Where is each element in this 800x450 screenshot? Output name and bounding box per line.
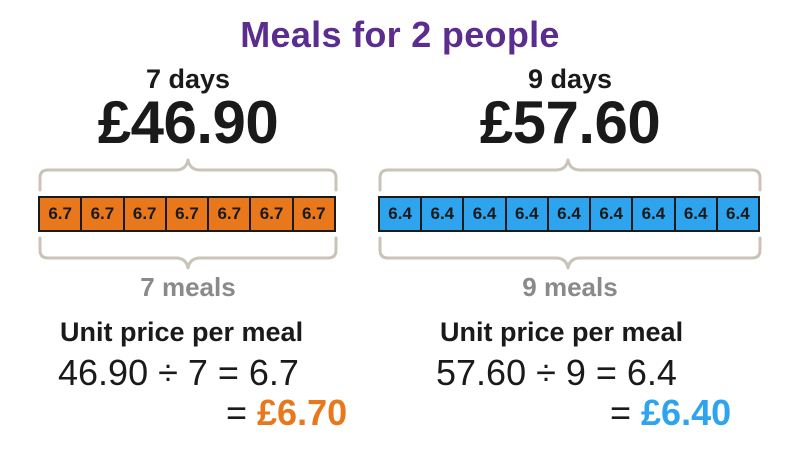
- left-top-brace: [38, 158, 338, 192]
- right-meal-cell: 6.4: [726, 204, 750, 223]
- right-meal-cell: 6.4: [464, 198, 507, 230]
- right-meal-cell: 6.4: [422, 198, 465, 230]
- right-top-brace: [378, 158, 762, 192]
- left-calculation: 46.90 ÷ 7 = 6.7: [58, 352, 299, 393]
- right-price: £57.60: [479, 89, 661, 156]
- left-result: = £6.70: [226, 392, 347, 434]
- left-meal-cell: 6.7: [167, 198, 210, 230]
- right-meals-label: 9 meals: [522, 272, 618, 302]
- left-meal-cell: 6.7: [302, 204, 326, 223]
- left-meal-cell: 6.7: [40, 198, 83, 230]
- right-meal-cell: 6.4: [507, 198, 549, 230]
- left-result-amount: £6.70: [257, 392, 348, 433]
- left-days-label: 7 days: [145, 64, 231, 94]
- right-calculation: 57.60 ÷ 9 = 6.4: [436, 352, 677, 393]
- right-meal-cell: 6.4: [676, 198, 718, 230]
- left-price: £46.90: [97, 89, 279, 156]
- right-meal-cell: 6.4: [380, 198, 423, 230]
- right-meal-cell: 6.4: [633, 198, 676, 230]
- right-meal-cell: 6.4: [549, 198, 592, 230]
- right-result-amount: £6.40: [641, 392, 732, 433]
- left-meal-cell: 6.7: [125, 198, 167, 230]
- left-meals-label: 7 meals: [140, 272, 236, 302]
- right-bottom-brace: [378, 236, 762, 270]
- right-result-equals: =: [610, 392, 642, 433]
- left-bottom-brace: [38, 236, 338, 270]
- right-unit-title: Unit price per meal: [440, 317, 684, 347]
- left-unit-title: Unit price per meal: [60, 317, 304, 347]
- right-days-label: 9 days: [527, 64, 613, 94]
- right-meal-bar: 6.4 6.4 6.4 6.4 6.4 6.4 6.4 6.4 6.4: [378, 196, 760, 232]
- left-meal-cell: 6.7: [82, 198, 125, 230]
- left-meal-cell: 6.7: [251, 198, 294, 230]
- left-meal-cell: 6.7: [209, 198, 252, 230]
- left-meal-bar: 6.7 6.7 6.7 6.7 6.7 6.7 6.7: [38, 196, 336, 232]
- page-title: Meals for 2 people: [240, 14, 560, 55]
- left-result-equals: =: [226, 392, 258, 433]
- right-meal-cell: 6.4: [591, 198, 634, 230]
- right-result: = £6.40: [610, 392, 731, 434]
